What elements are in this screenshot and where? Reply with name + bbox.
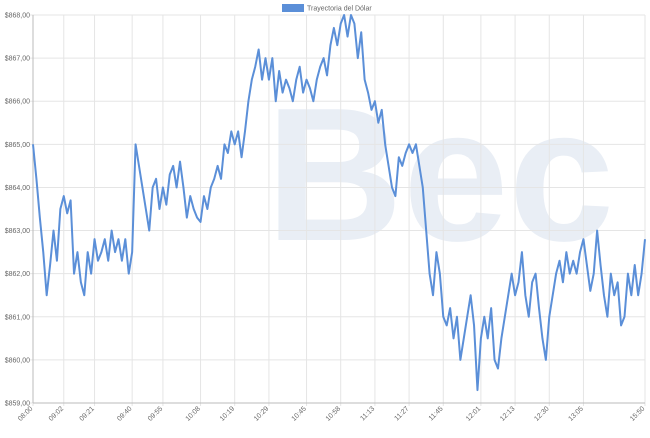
y-tick-label: $862,00 <box>5 271 30 278</box>
x-tick-label: 10:19 <box>219 405 236 422</box>
x-tick-label: 12:01 <box>465 405 482 422</box>
x-tick-label: 09:02 <box>48 405 65 422</box>
x-tick-label: 09:55 <box>147 405 164 422</box>
x-tick-label: 09:21 <box>79 405 96 422</box>
y-tick-label: $860,00 <box>5 357 30 364</box>
x-tick-label: 10:08 <box>185 405 202 422</box>
x-tick-label: 11:27 <box>394 405 411 422</box>
x-tick-label: 11:45 <box>428 405 445 422</box>
x-tick-label: 10:29 <box>253 405 270 422</box>
x-tick-label: 10:58 <box>325 405 342 422</box>
y-tick-label: $859,00 <box>5 401 30 408</box>
x-tick-label: 13:05 <box>568 405 585 422</box>
legend-swatch <box>282 4 304 12</box>
x-tick-label: 12:30 <box>533 405 550 422</box>
y-tick-label: $864,00 <box>5 185 30 192</box>
y-tick-label: $863,00 <box>5 228 30 235</box>
x-tick-label: 08:00 <box>17 405 34 422</box>
y-tick-label: $865,00 <box>5 142 30 149</box>
x-tick-label: 09:40 <box>116 405 133 422</box>
watermark: Bec <box>266 69 615 281</box>
y-tick-label: $867,00 <box>5 56 30 63</box>
y-tick-label: $861,00 <box>5 314 30 321</box>
x-tick-label: 11:13 <box>359 405 376 422</box>
y-tick-label: $866,00 <box>5 99 30 106</box>
y-tick-label: $868,00 <box>5 13 30 20</box>
x-tick-label: 15:50 <box>629 405 646 422</box>
x-tick-label: 10:45 <box>291 405 308 422</box>
x-tick-label: 12:13 <box>499 405 516 422</box>
legend-label: Trayectoria del Dólar <box>307 6 372 13</box>
series-line <box>32 14 646 392</box>
